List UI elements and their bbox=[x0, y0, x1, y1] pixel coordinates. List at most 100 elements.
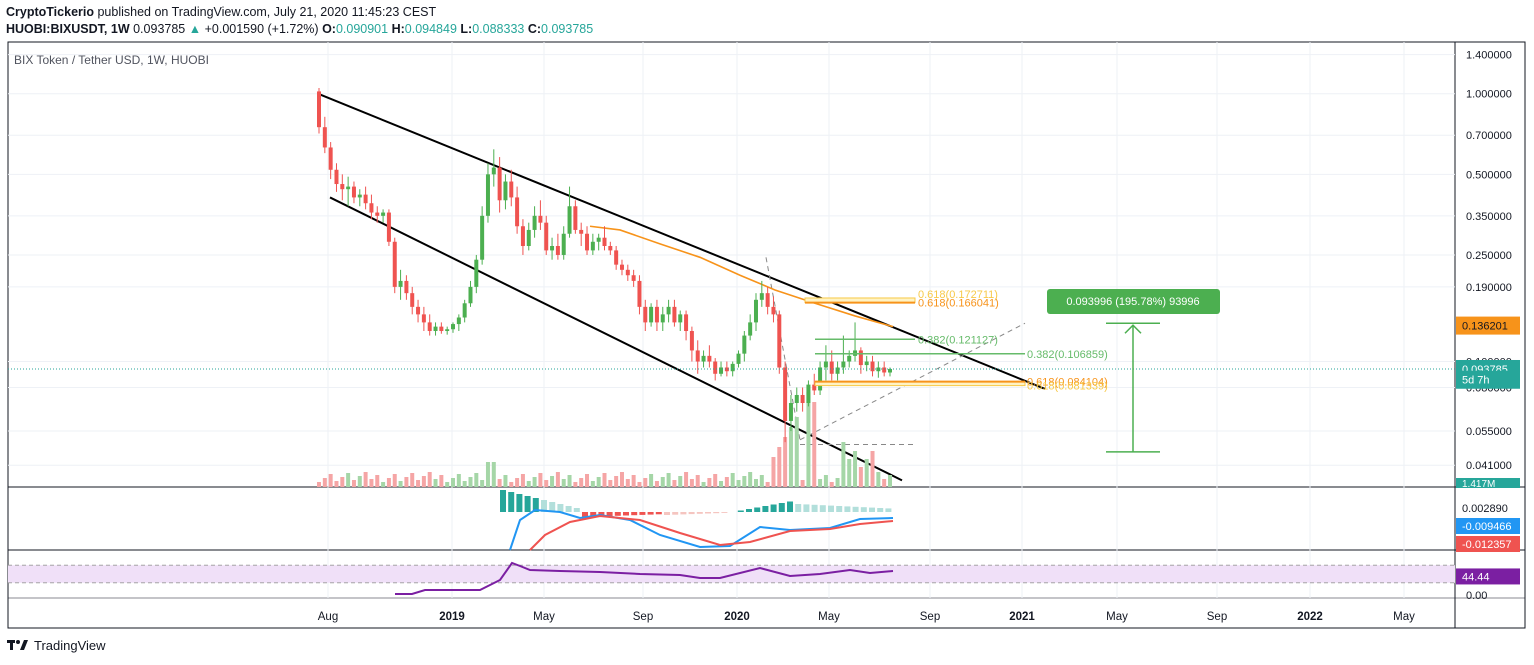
candle-body bbox=[520, 226, 525, 247]
candle-body bbox=[841, 361, 846, 368]
candle-body bbox=[748, 322, 753, 336]
candle-body bbox=[567, 206, 572, 234]
x-tick-label: Sep bbox=[920, 611, 940, 623]
candle-body bbox=[596, 237, 601, 242]
macd-tick-label: -0.009466 bbox=[1462, 521, 1512, 533]
candle-body bbox=[625, 269, 630, 276]
candle-body bbox=[317, 91, 321, 128]
volume-bar bbox=[567, 475, 572, 487]
volume-bar bbox=[334, 481, 339, 487]
candle-body bbox=[322, 127, 327, 148]
volume-bar bbox=[730, 473, 735, 487]
candle-body bbox=[445, 329, 450, 332]
volume-bar bbox=[503, 475, 508, 487]
macd-histogram-bar bbox=[860, 507, 867, 512]
macd-histogram-bar bbox=[852, 506, 859, 512]
volume-bar bbox=[847, 459, 852, 487]
candle-body bbox=[334, 169, 339, 185]
volume-bar bbox=[416, 480, 421, 487]
candle-body bbox=[573, 206, 578, 230]
volume-bar bbox=[386, 478, 391, 487]
rsi-zero-label: 0.00 bbox=[1466, 590, 1487, 602]
price-badge-label: 5d 7h bbox=[1462, 375, 1490, 387]
change-up-icon: ▲ bbox=[188, 22, 202, 36]
candle-body bbox=[433, 326, 438, 332]
macd-histogram-bar bbox=[631, 512, 638, 516]
macd-histogram-bar bbox=[582, 512, 588, 517]
candle-body bbox=[870, 361, 875, 372]
close-label: C: bbox=[527, 22, 542, 36]
volume-bar bbox=[544, 480, 549, 487]
candle-body bbox=[829, 361, 834, 374]
x-tick-label: May bbox=[818, 611, 840, 623]
macd-histogram-bar bbox=[877, 508, 884, 512]
low-value: 0.088333 bbox=[472, 22, 525, 36]
candle-body bbox=[724, 367, 729, 372]
y-tick-label: 0.250000 bbox=[1466, 250, 1512, 262]
macd-histogram-bar bbox=[623, 512, 629, 516]
y-tick-label: 0.190000 bbox=[1466, 282, 1512, 294]
volume-bar bbox=[369, 479, 374, 487]
tradingview-footer[interactable]: TradingView bbox=[6, 637, 106, 653]
candle-body bbox=[678, 314, 683, 323]
volume-bar bbox=[783, 437, 788, 487]
candle-body bbox=[660, 314, 665, 323]
rsi-line bbox=[395, 561, 894, 595]
volume-bar bbox=[497, 479, 502, 487]
candle-body bbox=[823, 361, 828, 368]
volume-bar bbox=[841, 442, 846, 487]
volume-bar bbox=[561, 479, 566, 487]
close-value: 0.093785 bbox=[541, 22, 594, 36]
volume-bar bbox=[753, 479, 758, 487]
chart-title: BIX Token / Tether USD, 1W, HUOBI bbox=[14, 53, 209, 67]
candle-body bbox=[386, 212, 391, 242]
candle-body bbox=[783, 367, 788, 421]
volume-bar bbox=[614, 476, 619, 487]
publisher-name[interactable]: CryptoTickerio bbox=[6, 5, 94, 19]
high-value: 0.094849 bbox=[404, 22, 457, 36]
volume-bar bbox=[579, 478, 584, 487]
candle-body bbox=[672, 306, 677, 323]
macd-histogram-bar bbox=[672, 512, 679, 515]
candle-body bbox=[765, 293, 770, 307]
candle-body bbox=[363, 194, 368, 204]
macd-histogram-bar bbox=[664, 512, 670, 515]
rsi-band bbox=[8, 565, 1455, 583]
tradingview-logo-icon bbox=[7, 640, 28, 650]
macd-histogram-bar bbox=[819, 505, 826, 512]
volume-bar bbox=[724, 477, 729, 487]
x-tick-label: Sep bbox=[1207, 611, 1227, 623]
candle-body bbox=[812, 384, 817, 391]
volume-bar bbox=[695, 475, 700, 487]
volume-bar bbox=[602, 473, 607, 487]
high-label: H: bbox=[391, 22, 405, 36]
volume-bar bbox=[806, 392, 811, 487]
volume-bar bbox=[742, 476, 747, 487]
candle-body bbox=[462, 303, 467, 318]
candle-body bbox=[742, 335, 747, 354]
fib-level-label: 0.618(0.081339) bbox=[1027, 381, 1108, 393]
volume-bar bbox=[619, 472, 624, 487]
volume-bar bbox=[520, 474, 525, 487]
candle-body bbox=[800, 394, 805, 404]
volume-bar bbox=[550, 476, 555, 487]
volume-bar bbox=[451, 478, 456, 487]
macd-histogram-bar bbox=[811, 504, 818, 512]
candle-body bbox=[485, 174, 490, 216]
macd-histogram-bar bbox=[869, 507, 875, 512]
volume-bar bbox=[433, 479, 438, 487]
fib-level-label: 0.618(0.084104) bbox=[1027, 377, 1108, 389]
candle-body bbox=[818, 367, 823, 391]
macd-histogram-bar bbox=[762, 506, 769, 512]
volume-bar bbox=[631, 475, 636, 487]
x-tick-label: May bbox=[1393, 611, 1415, 623]
volume-bar bbox=[654, 481, 659, 487]
volume-bar bbox=[468, 477, 473, 487]
macd-histogram-bar bbox=[688, 512, 695, 515]
volume-bar bbox=[351, 480, 356, 487]
candle-body bbox=[637, 280, 642, 307]
candle-body bbox=[858, 350, 863, 366]
volume-bar bbox=[590, 481, 595, 487]
macd-histogram-bar bbox=[500, 490, 506, 512]
